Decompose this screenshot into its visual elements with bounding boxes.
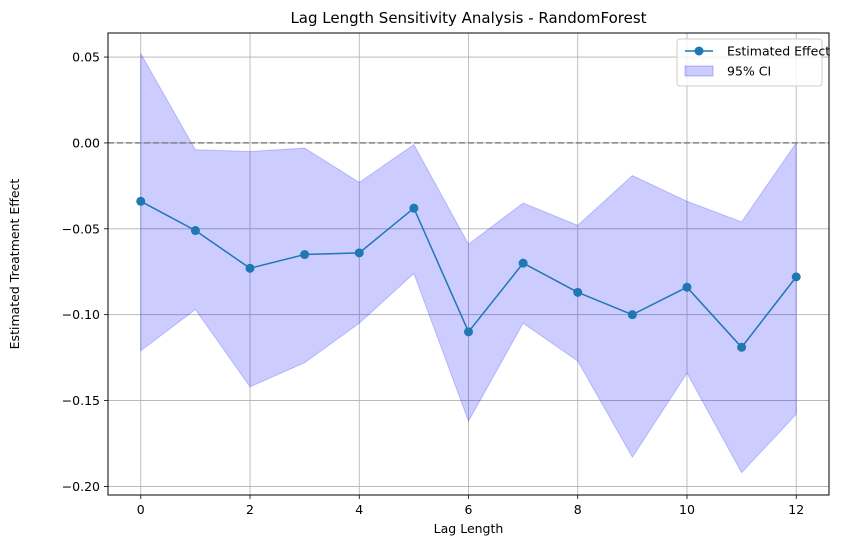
data-point bbox=[190, 226, 200, 236]
y-axis-ticks: 0.05 0.00 −0.05 −0.10 −0.15 −0.20 bbox=[62, 50, 108, 494]
y-tick-label: 0.00 bbox=[72, 135, 100, 150]
confidence-band-area bbox=[140, 51, 797, 474]
data-point bbox=[300, 250, 310, 260]
data-point bbox=[464, 327, 473, 337]
chart-title: Lag Length Sensitivity Analysis - Random… bbox=[290, 9, 646, 27]
data-point bbox=[136, 196, 146, 206]
x-tick-label: 10 bbox=[679, 502, 695, 517]
y-axis-label: Estimated Treatment Effect bbox=[7, 179, 22, 350]
data-point bbox=[518, 258, 528, 268]
legend-band-swatch bbox=[684, 65, 714, 77]
legend-marker-swatch bbox=[694, 46, 704, 56]
x-tick-label: 8 bbox=[574, 502, 582, 517]
data-point bbox=[245, 263, 255, 273]
x-tick-label: 12 bbox=[788, 502, 804, 517]
confidence-band-layer bbox=[140, 51, 797, 474]
y-tick-label: −0.10 bbox=[62, 307, 100, 322]
legend-box bbox=[676, 38, 823, 87]
y-tick-label: −0.20 bbox=[62, 479, 100, 494]
data-point bbox=[409, 203, 419, 213]
x-axis-label: Lag Length bbox=[434, 521, 504, 536]
data-point bbox=[354, 248, 364, 258]
x-tick-label: 6 bbox=[465, 502, 473, 517]
y-tick-label: −0.05 bbox=[62, 221, 100, 236]
x-tick-label: 0 bbox=[137, 502, 145, 517]
data-point bbox=[737, 342, 747, 352]
data-point bbox=[791, 272, 801, 282]
data-point bbox=[682, 282, 692, 292]
data-point bbox=[627, 310, 637, 320]
y-tick-label: −0.15 bbox=[62, 393, 100, 408]
series-layer bbox=[136, 196, 801, 352]
y-tick-label: 0.05 bbox=[72, 50, 100, 65]
data-point bbox=[573, 287, 583, 297]
x-tick-label: 2 bbox=[246, 502, 254, 517]
x-tick-label: 4 bbox=[355, 502, 363, 517]
legend: Estimated Effect 95% CI bbox=[676, 38, 830, 87]
legend-label-estimated-effect: Estimated Effect bbox=[727, 44, 830, 59]
legend-label-ci: 95% CI bbox=[727, 64, 771, 79]
x-axis-ticks: 0 2 4 6 8 10 12 bbox=[137, 495, 804, 517]
